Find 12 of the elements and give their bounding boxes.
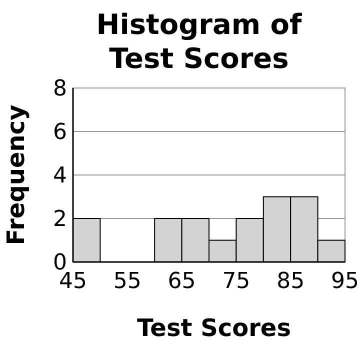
x-tick-label: 85 <box>276 269 305 294</box>
x-tick-label: 55 <box>113 269 142 294</box>
y-tick-label: 4 <box>53 164 67 189</box>
y-tick-label: 8 <box>53 76 67 102</box>
y-tick-label: 6 <box>53 120 67 146</box>
y-tick-label: 2 <box>53 207 67 232</box>
x-tick-label: 95 <box>331 269 359 294</box>
x-tick-label: 75 <box>222 269 250 294</box>
chart-title: Histogram of Test Scores <box>96 8 303 75</box>
y-axis-title: Frequency <box>2 104 30 246</box>
x-axis-title: Test Scores <box>137 314 291 342</box>
x-tick-label: 65 <box>168 269 196 294</box>
